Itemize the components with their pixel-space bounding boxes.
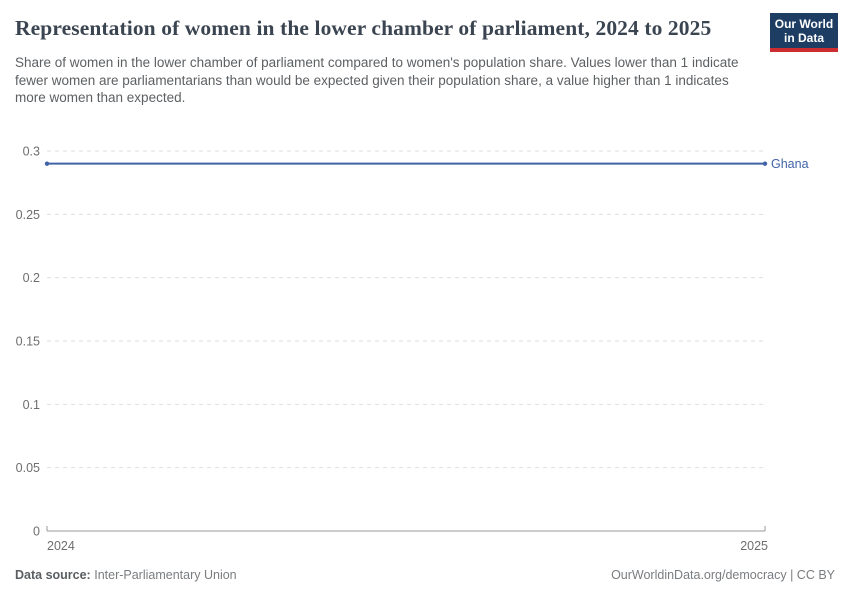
y-tick-label: 0.1 (23, 398, 40, 412)
y-tick-label: 0.25 (16, 208, 40, 222)
y-tick-label: 0.15 (16, 335, 40, 349)
y-tick-label: 0.3 (23, 145, 40, 159)
chart-subtitle: Share of women in the lower chamber of p… (15, 55, 739, 105)
series-point[interactable] (762, 161, 768, 166)
series-label-ghana[interactable]: Ghana (771, 157, 809, 171)
line-chart-svg: 0 0.05 0.1 0.15 0.2 0.25 0.3 2024 2025 Ghana (16, 145, 809, 554)
x-tick-label: 2025 (740, 539, 768, 553)
series-point[interactable] (44, 161, 50, 166)
line-chart: 0 0.05 0.1 0.15 0.2 0.25 0.3 2024 2025 Ghana (0, 140, 850, 560)
data-source: Data source: Inter-Parliamentary Union (15, 568, 237, 582)
x-tick-label: 2024 (47, 539, 75, 553)
y-tick-label: 0 (33, 525, 40, 539)
owid-logo: Our World in Data (770, 13, 838, 52)
data-source-label: Data source: (15, 568, 91, 582)
y-tick-label: 0.05 (16, 461, 40, 475)
credit-line[interactable]: OurWorldinData.org/democracy | CC BY (611, 568, 835, 582)
y-tick-label: 0.2 (23, 271, 40, 285)
chart-footer: Data source: Inter-Parliamentary Union O… (15, 568, 835, 582)
owid-logo-line2: in Data (783, 30, 824, 45)
data-source-value: Inter-Parliamentary Union (94, 568, 237, 582)
owid-logo-line1: Our World (774, 16, 834, 31)
chart-header: Representation of women in the lower cha… (15, 12, 760, 107)
chart-title: Representation of women in the lower cha… (15, 16, 712, 40)
